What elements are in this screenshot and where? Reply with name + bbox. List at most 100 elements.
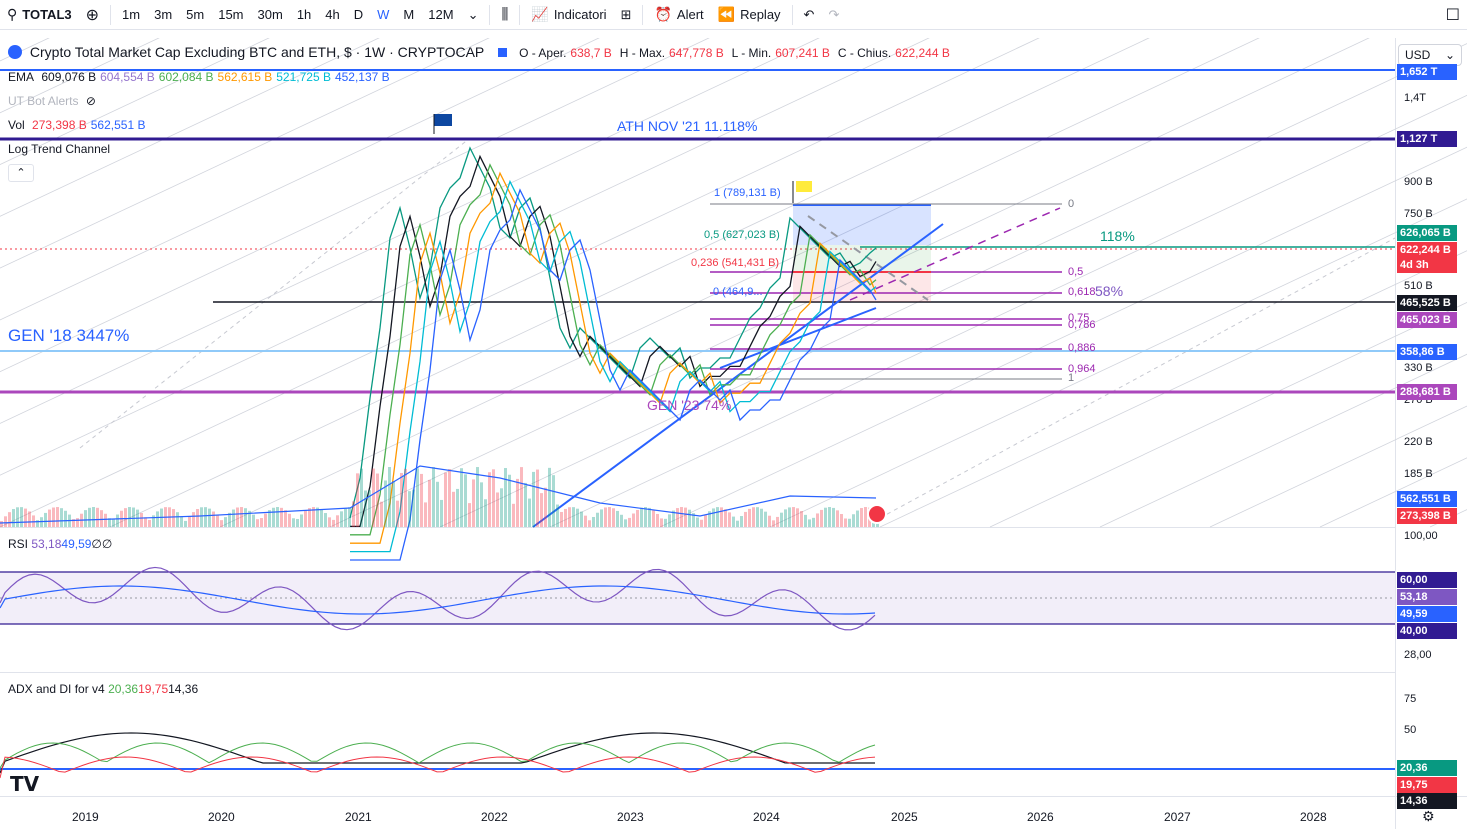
volume-bar: [588, 520, 591, 527]
interval-12m[interactable]: 12M: [428, 7, 454, 22]
price-axis-border: [1395, 38, 1396, 829]
time-tick-label: 2022: [481, 810, 508, 824]
ut-bot-label: UT Bot Alerts: [8, 94, 79, 108]
volume-bar: [348, 507, 351, 527]
volume-bar: [748, 508, 751, 527]
volume-bar: [860, 508, 863, 527]
volume-bar: [116, 514, 119, 527]
interval-dropdown[interactable]: ⌄: [461, 0, 486, 30]
fullscreen-button[interactable]: ☐: [1439, 0, 1467, 30]
volume-bar: [568, 507, 571, 527]
indicators-button[interactable]: 📈 Indicatori: [524, 0, 613, 30]
currency-select[interactable]: USD ⌄: [1398, 44, 1462, 66]
volume-bar: [268, 510, 271, 527]
interval-5m[interactable]: 5m: [186, 7, 205, 22]
chevron-down-icon: ⌄: [467, 6, 479, 22]
interval-4h[interactable]: 4h: [325, 7, 340, 22]
pane-separator: [0, 527, 1395, 528]
collapse-legend-button[interactable]: ⌃: [8, 164, 34, 182]
rewind-icon: ⏪: [717, 6, 736, 22]
fib-level-label: 0,786: [1068, 319, 1096, 331]
adx-line: [0, 732, 875, 774]
chart-area[interactable]: Crypto Total Market Cap Excluding BTC an…: [0, 38, 1467, 829]
volume-bar: [316, 507, 319, 527]
tradingview-logo: 𝗧𝗩: [10, 774, 40, 796]
price-badge: 626,065 B: [1397, 225, 1457, 241]
search-icon: ⚲: [7, 6, 18, 22]
volume-bar: [48, 509, 51, 527]
redo-button[interactable]: ↷: [821, 0, 846, 30]
volume-bar: [64, 510, 67, 527]
volume-bar: [228, 512, 231, 527]
interval-d[interactable]: D: [353, 7, 364, 22]
plus-circle-icon: ⊕: [85, 6, 100, 24]
ema-value: 521,725 B: [276, 70, 331, 84]
gear-icon[interactable]: ⚙: [1422, 808, 1435, 824]
alert-button[interactable]: ⏰ Alert: [647, 0, 710, 30]
volume-bar: [596, 512, 599, 527]
volume-bar: [432, 467, 435, 527]
volume-bar: [0, 521, 3, 527]
replay-button[interactable]: ⏪ Replay: [711, 0, 788, 30]
time-axis-border: [0, 796, 1467, 797]
volume-bar: [412, 489, 415, 527]
time-tick-label: 2026: [1027, 810, 1054, 824]
interval-15m[interactable]: 15m: [218, 7, 244, 22]
volume-bar: [296, 518, 299, 527]
undo-button[interactable]: ↶: [797, 0, 822, 30]
volume-bar: [220, 520, 223, 527]
interval-w[interactable]: W: [377, 7, 390, 22]
vol-legend[interactable]: Vol 273,398 B 562,551 B: [8, 118, 149, 132]
volume-bar: [252, 514, 255, 527]
chart-canvas[interactable]: [0, 38, 1467, 829]
volume-bar: [516, 478, 519, 527]
eye-off-icon[interactable]: ⊘: [85, 94, 96, 108]
symbol-search-button[interactable]: ⚲ TOTAL3: [0, 0, 79, 30]
volume-bar: [632, 513, 635, 527]
ema-legend[interactable]: EMA 609,076 B 604,554 B 602,084 B 562,615 B…: [8, 70, 394, 84]
trend-channel-line: [0, 38, 50, 62]
volume-bar: [564, 508, 567, 527]
rsi-badge: 40,00: [1397, 623, 1457, 639]
volume-bar: [808, 519, 811, 527]
adx-legend[interactable]: ADX and DI for v4 20,3619,7514,36: [8, 682, 198, 696]
volume-bar: [112, 519, 115, 527]
volume-bar: [836, 510, 839, 527]
interval-30m[interactable]: 30m: [257, 7, 283, 22]
trend-channel-line: [329, 38, 1370, 528]
ut-bot-legend[interactable]: UT Bot Alerts ⊘: [8, 94, 100, 108]
volume-bar: [592, 516, 595, 527]
candles-icon: ⫼: [501, 6, 509, 23]
volume-bar: [212, 511, 215, 527]
chart-type-button[interactable]: ⫼: [494, 0, 515, 30]
volume-bar: [456, 488, 459, 527]
rsi-legend[interactable]: RSI 53,1849,59∅∅: [8, 537, 112, 551]
log-trend-legend[interactable]: Log Trend Channel: [8, 142, 114, 156]
volume-bar: [200, 507, 203, 527]
volume-bar: [256, 519, 259, 527]
volume-bar: [504, 468, 507, 527]
price-badge: 4d 3h: [1397, 257, 1457, 273]
trend-channel-line: [0, 38, 930, 476]
volume-bar: [792, 507, 795, 527]
time-tick-label: 2024: [753, 810, 780, 824]
volume-bar: [428, 479, 431, 527]
volume-bar: [232, 509, 235, 527]
time-tick-label: 2025: [891, 810, 918, 824]
volume-bar: [104, 513, 107, 527]
volume-bar: [148, 519, 151, 527]
interval-3m[interactable]: 3m: [154, 7, 173, 22]
price-badge: 358,86 B: [1397, 344, 1457, 360]
layouts-button[interactable]: ⊞: [614, 0, 639, 30]
toolbar-divider: [489, 4, 491, 25]
compare-button[interactable]: ⊕: [79, 0, 106, 30]
yellow-flag-icon: [796, 181, 812, 192]
toolbar-divider: [110, 4, 112, 25]
volume-bar: [360, 468, 363, 527]
interval-m[interactable]: M: [403, 7, 415, 22]
interval-1m[interactable]: 1m: [122, 7, 141, 22]
volume-bar: [380, 501, 383, 527]
interval-1h[interactable]: 1h: [296, 7, 312, 22]
volume-bar: [8, 512, 11, 527]
volume-bar: [776, 516, 779, 527]
